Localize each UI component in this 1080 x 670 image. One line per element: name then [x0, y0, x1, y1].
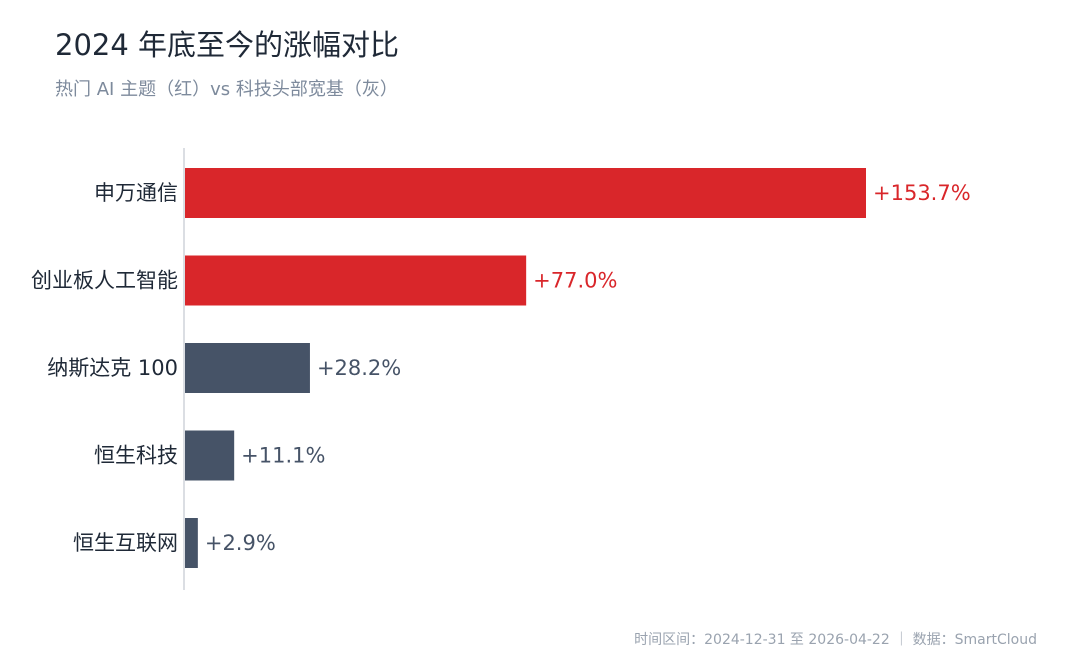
- bar: [185, 168, 866, 218]
- footer-note: 时间区间：2024-12-31 至 2026-04-22 ｜ 数据：SmartC…: [634, 632, 1037, 648]
- bar: [185, 255, 527, 306]
- value-label: +2.9%: [205, 531, 276, 555]
- value-label: +77.0%: [533, 269, 617, 293]
- chart-subtitle: 热门 AI 主题（红）vs 科技头部宽基（灰）: [55, 79, 398, 100]
- bar: [185, 430, 235, 481]
- category-label: 纳斯达克 100: [47, 356, 178, 380]
- bar: [185, 518, 198, 568]
- bar: [185, 343, 310, 393]
- value-label: +28.2%: [317, 356, 401, 380]
- category-label: 申万通信: [94, 181, 178, 205]
- chart-title: 2024 年底至今的涨幅对比: [55, 28, 400, 62]
- value-label: +153.7%: [873, 181, 971, 205]
- category-label: 创业板人工智能: [31, 269, 178, 293]
- category-label: 恒生科技: [94, 444, 178, 468]
- category-label: 恒生互联网: [73, 531, 178, 555]
- value-label: +11.1%: [241, 444, 325, 468]
